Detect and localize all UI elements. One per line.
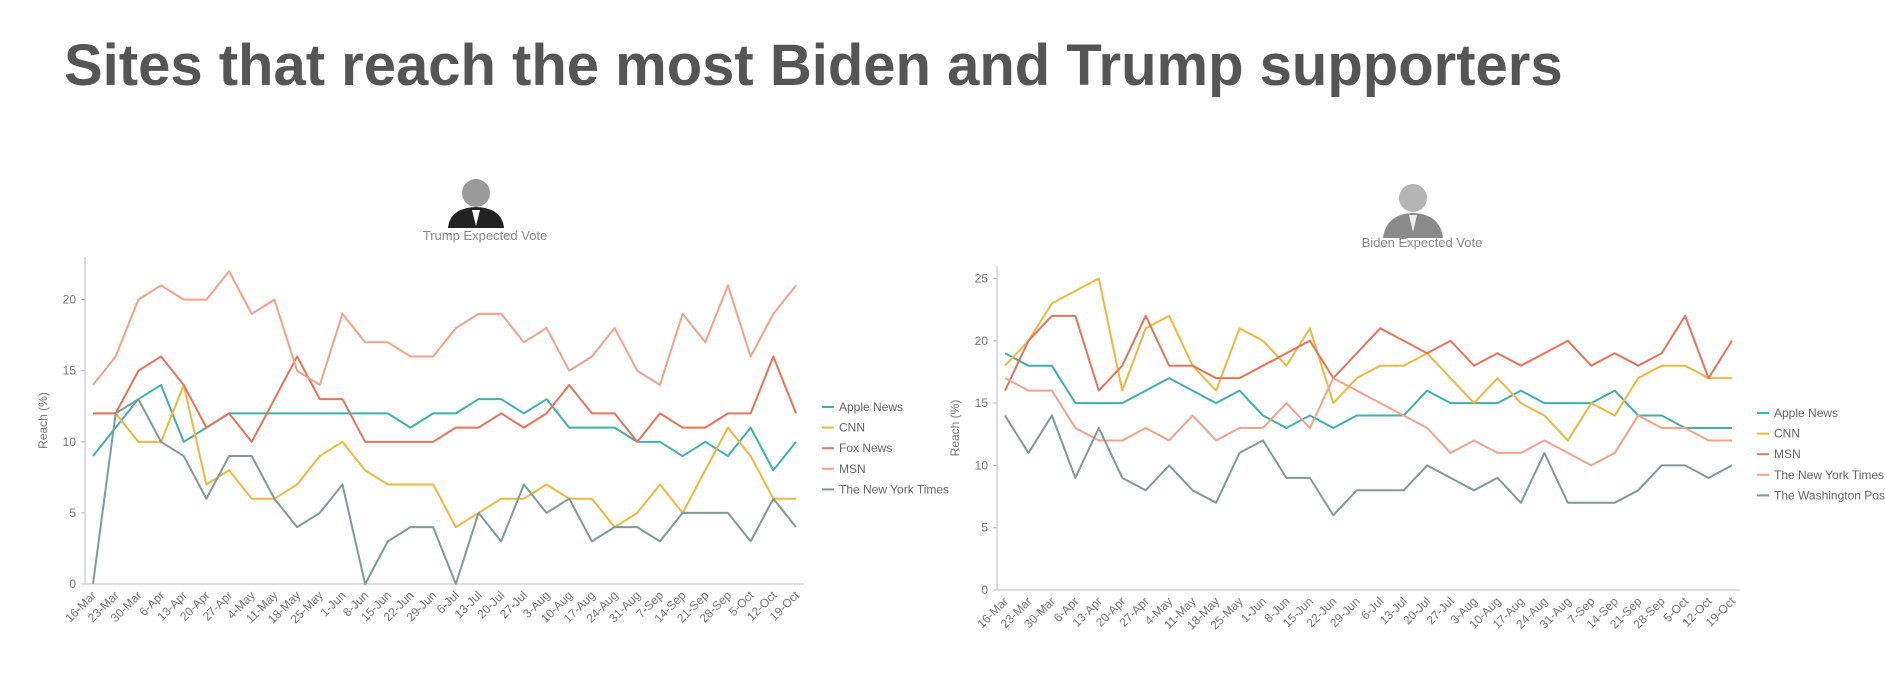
chart-subtitle: Biden Expected Vote xyxy=(1362,235,1483,250)
series-line xyxy=(1004,377,1732,467)
y-tick-label: 20 xyxy=(975,334,989,348)
y-tick-label: 0 xyxy=(981,583,988,597)
y-tick-label: 5 xyxy=(981,521,988,535)
x-tick-label: 1-Jun xyxy=(1238,594,1269,625)
legend-label: The Washington Post xyxy=(1774,488,1885,502)
trump-portrait xyxy=(448,179,504,228)
series-line xyxy=(1004,414,1733,517)
y-tick-label: 10 xyxy=(63,435,77,449)
legend-label: Apple News xyxy=(839,400,903,414)
legend-label: MSN xyxy=(839,462,866,476)
legend-label: Fox News xyxy=(839,441,892,455)
series-line xyxy=(93,355,797,443)
series-line xyxy=(1004,314,1733,392)
y-tick-label: 10 xyxy=(975,458,989,472)
y-axis-label: Reach (%) xyxy=(948,400,962,457)
y-tick-label: 15 xyxy=(63,364,77,378)
legend-label: Apple News xyxy=(1774,406,1838,420)
y-tick-label: 25 xyxy=(975,271,989,285)
series-line xyxy=(1004,277,1732,442)
series-line xyxy=(93,383,796,529)
biden-portrait xyxy=(1383,184,1443,238)
series-line xyxy=(92,270,797,386)
legend-label: The New York Times xyxy=(839,482,949,496)
series-line xyxy=(1004,352,1732,429)
series-line xyxy=(92,398,797,585)
legend-label: The New York Times xyxy=(1774,468,1884,482)
y-tick-label: 0 xyxy=(69,577,76,591)
chart-subtitle: Trump Expected Vote xyxy=(423,228,548,243)
y-tick-label: 20 xyxy=(63,293,77,307)
x-tick-label: 1-Jun xyxy=(317,588,348,619)
y-tick-label: 15 xyxy=(975,396,989,410)
legend-label: MSN xyxy=(1774,447,1801,461)
slide-title: Sites that reach the most Biden and Trum… xyxy=(64,33,1563,98)
y-axis-label: Reach (%) xyxy=(36,392,50,449)
legend-label: CNN xyxy=(1774,427,1800,441)
y-tick-label: 5 xyxy=(69,506,76,520)
legend-label: CNN xyxy=(839,421,865,435)
